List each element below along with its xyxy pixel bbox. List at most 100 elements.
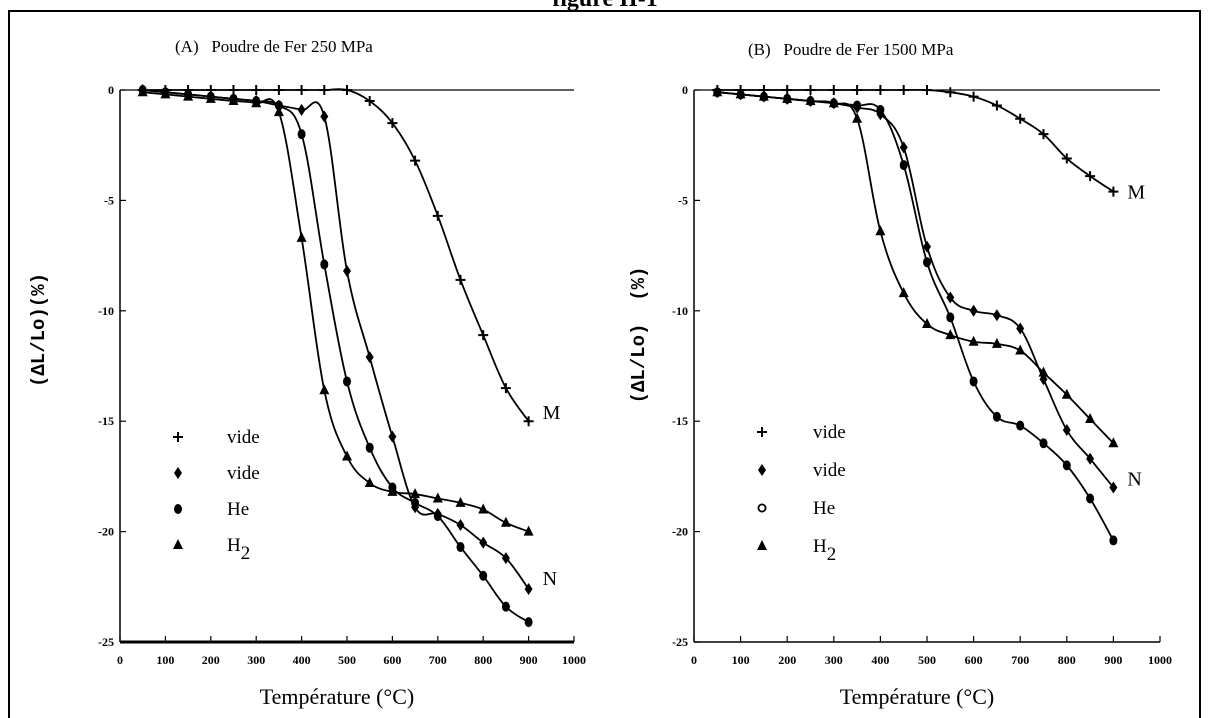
x-tick-label: 700 bbox=[1011, 653, 1029, 667]
legend-label: vide bbox=[813, 422, 846, 443]
data-point bbox=[273, 85, 284, 95]
data-point bbox=[343, 265, 351, 278]
data-point bbox=[1108, 186, 1119, 197]
y-tick-label: 0 bbox=[682, 83, 688, 97]
data-point bbox=[296, 231, 307, 242]
data-point bbox=[432, 492, 443, 503]
legend-marker bbox=[174, 504, 182, 514]
legend-label: H2 bbox=[813, 536, 836, 565]
series-line bbox=[142, 88, 530, 422]
chart-panel-a: 0 100 200 300 400 500 600 700 800 900 1000 0 -5 -10 -1… bbox=[28, 37, 586, 709]
data-point bbox=[478, 503, 489, 514]
data-point bbox=[365, 442, 374, 453]
data-point bbox=[1015, 113, 1026, 124]
data-point bbox=[1015, 344, 1026, 355]
data-point bbox=[479, 570, 488, 581]
y-tick-label: -20 bbox=[98, 525, 114, 539]
legend-marker bbox=[757, 540, 767, 550]
legend-marker bbox=[174, 467, 182, 479]
y-tick-label: -25 bbox=[672, 635, 688, 649]
data-point bbox=[969, 376, 978, 387]
curve-label: N bbox=[1127, 468, 1141, 490]
legend-subscript: 2 bbox=[827, 544, 837, 565]
data-point bbox=[923, 240, 931, 253]
y-tick-label: -5 bbox=[678, 193, 688, 207]
legend-marker bbox=[757, 503, 767, 513]
x-tick-label: 1000 bbox=[1148, 653, 1172, 667]
data-point bbox=[343, 376, 351, 387]
legend-label: vide bbox=[227, 463, 260, 484]
data-point bbox=[992, 309, 1001, 322]
data-point bbox=[455, 274, 466, 285]
data-point bbox=[1062, 460, 1071, 471]
data-point bbox=[991, 337, 1002, 348]
data-point bbox=[923, 257, 931, 268]
figure-frame bbox=[8, 10, 1201, 718]
data-point bbox=[524, 583, 533, 596]
figure-title: figure II-1 bbox=[0, 0, 1210, 14]
x-tick-label: 800 bbox=[474, 653, 492, 667]
x-tick-label: 400 bbox=[871, 653, 889, 667]
data-point bbox=[524, 617, 533, 628]
data-point bbox=[968, 91, 979, 102]
data-point bbox=[205, 92, 216, 103]
legend-label: He bbox=[813, 498, 835, 519]
data-point bbox=[500, 383, 511, 394]
data-point bbox=[805, 95, 816, 106]
data-point bbox=[501, 552, 510, 565]
curve-label: M bbox=[543, 402, 561, 424]
data-point bbox=[1086, 493, 1095, 504]
data-point bbox=[1108, 437, 1119, 448]
series-vide-diamond bbox=[138, 84, 533, 596]
data-point bbox=[1016, 322, 1025, 335]
x-axis-label: Température (°C) bbox=[260, 684, 414, 709]
data-point bbox=[782, 92, 793, 103]
data-point bbox=[273, 106, 284, 117]
data-point bbox=[1062, 424, 1071, 437]
data-point bbox=[319, 85, 330, 95]
y-tick-label: -15 bbox=[672, 414, 688, 428]
data-point bbox=[342, 450, 352, 461]
data-point bbox=[853, 100, 862, 111]
data-point bbox=[432, 210, 443, 221]
legend-subscript: 2 bbox=[241, 543, 251, 564]
data-point bbox=[455, 496, 466, 507]
series-h2-triangle bbox=[712, 86, 1119, 448]
y-tick-label: 0 bbox=[108, 83, 114, 97]
x-tick-label: 100 bbox=[156, 653, 174, 667]
data-point bbox=[320, 110, 329, 123]
series-line bbox=[717, 91, 1115, 541]
series-he-circle bbox=[713, 87, 1118, 546]
x-tick-label: 200 bbox=[778, 653, 796, 667]
data-point bbox=[479, 536, 488, 549]
series-h2-triangle bbox=[137, 86, 534, 536]
legend-marker bbox=[757, 427, 767, 437]
data-point bbox=[805, 85, 816, 95]
data-point bbox=[946, 291, 955, 304]
x-tick-label: 700 bbox=[429, 653, 447, 667]
data-point bbox=[1038, 366, 1049, 377]
data-point bbox=[251, 85, 262, 95]
data-point bbox=[297, 129, 306, 140]
series-line bbox=[717, 88, 1114, 193]
data-point bbox=[501, 601, 510, 612]
panel-title: (B) Poudre de Fer 1500 MPa bbox=[748, 40, 954, 59]
x-tick-label: 300 bbox=[825, 653, 843, 667]
data-point bbox=[922, 85, 932, 95]
data-point bbox=[296, 85, 307, 95]
panel-title: (A) Poudre de Fer 250 MPa bbox=[175, 37, 373, 56]
series-line bbox=[142, 89, 530, 590]
x-tick-label: 400 bbox=[293, 653, 311, 667]
data-point bbox=[388, 430, 397, 443]
data-point bbox=[523, 416, 534, 427]
data-point bbox=[898, 287, 909, 298]
data-point bbox=[1039, 438, 1048, 449]
data-point bbox=[387, 118, 398, 129]
data-point bbox=[319, 384, 330, 395]
data-point bbox=[875, 225, 886, 236]
legend-label: vide bbox=[813, 460, 846, 481]
data-point bbox=[160, 88, 171, 99]
data-point bbox=[758, 90, 769, 101]
data-point bbox=[828, 97, 839, 108]
